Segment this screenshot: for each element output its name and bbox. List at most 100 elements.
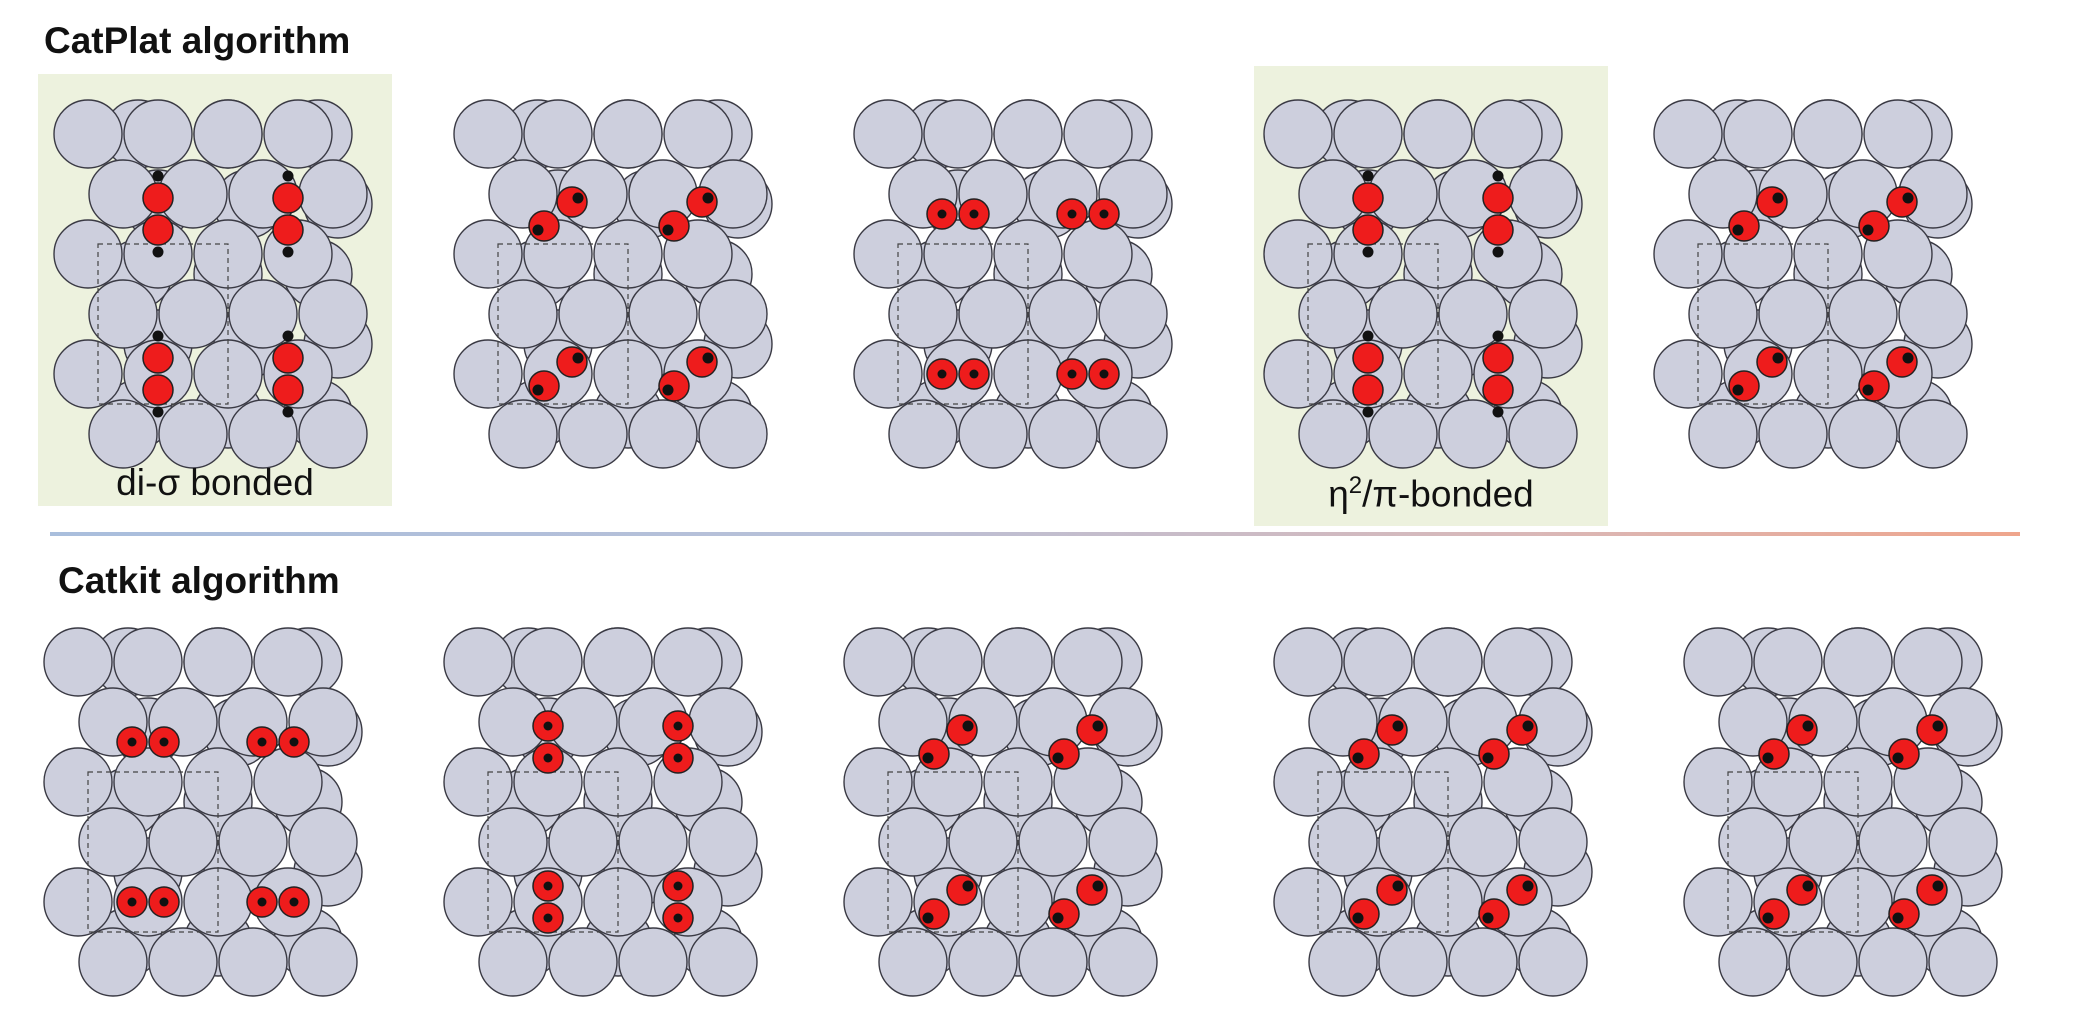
adsorbate-carbon-atom [1786,874,1818,906]
pi-bonded-label: /π-bonded [1362,473,1534,515]
adsorbate-carbon-atom [528,210,560,242]
hydrogen-dot [282,170,294,182]
unit-cell-outline [1317,771,1449,933]
slab-atom [88,399,158,469]
unit-cell-outline [897,243,1029,405]
slab-atom [228,399,298,469]
adsorbate-carbon-atom [272,214,304,246]
hydrogen-dot [289,897,299,907]
hydrogen-dot [1732,224,1744,236]
adsorbate-carbon-atom [1886,186,1918,218]
hydrogen-dot [1802,880,1814,892]
adsorbate-carbon-atom [1478,898,1510,930]
hydrogen-dot [1067,369,1077,379]
hydrogen-dot [1362,330,1374,342]
adsorbate-carbon-atom [1888,738,1920,770]
slab-atom [1723,99,1793,169]
slab-panel-catplat-1 [53,84,378,484]
hydrogen-dot [282,330,294,342]
slab-atom [1788,807,1858,877]
slab-atom [1343,627,1413,697]
slab-atom [548,807,618,877]
adsorbate-carbon-atom [1886,346,1918,378]
slab-atom [1308,807,1378,877]
adsorbate-carbon-atom [946,714,978,746]
slab-atom [1263,219,1333,289]
hydrogen-dot [1522,720,1534,732]
eta-superscript: 2 [1348,472,1363,499]
hydrogen-dot [1762,752,1774,764]
section-divider [50,532,2020,536]
adsorbate-carbon-atom [272,182,304,214]
catplat-section-title: CatPlat algorithm [44,20,351,61]
adsorbate-carbon-atom [686,346,718,378]
slab-atom [1273,627,1343,697]
slab-atom [1718,807,1788,877]
slab-atom [1508,399,1578,469]
hydrogen-dot [289,737,299,747]
slab-atom [1688,399,1758,469]
slab-atom [1368,279,1438,349]
slab-atom [453,339,523,409]
hydrogen-dot [1392,880,1404,892]
slab-atom [853,99,923,169]
hydrogen-dot [937,209,947,219]
hydrogen-dot [1052,752,1064,764]
slab-atom [1758,279,1828,349]
adsorbate-carbon-atom [556,346,588,378]
adsorbate-carbon-atom [528,370,560,402]
hydrogen-dot [962,720,974,732]
adsorbate-carbon-atom [142,342,174,374]
slab-atom [1028,399,1098,469]
slab-atom [1653,339,1723,409]
slab-atom [523,99,593,169]
slab-atom [253,747,323,817]
slab-atom [888,399,958,469]
hydrogen-dot [152,246,164,258]
hydrogen-dot [1492,406,1504,418]
hydrogen-dot [702,192,714,204]
slab-atom [688,687,758,757]
slab-atom [288,927,358,997]
slab-atom [1333,99,1403,169]
unit-cell-outline [497,243,629,405]
hydrogen-dot [1092,880,1104,892]
slab-atom [1683,747,1753,817]
slab-atom [1508,159,1578,229]
eta-symbol: η [1328,473,1349,515]
slab-atom [698,279,768,349]
hydrogen-dot [1772,192,1784,204]
slab-panel-catkit-5 [1683,612,2008,1012]
adsorbate-carbon-atom [1352,342,1384,374]
slab-atom [618,927,688,997]
hydrogen-dot [1902,192,1914,204]
hydrogen-dot [1862,384,1874,396]
adsorbate-carbon-atom [1482,342,1514,374]
adsorbate-carbon-atom [1482,374,1514,406]
slab-atom [1298,399,1368,469]
adsorbate-carbon-atom [272,342,304,374]
slab-atom [1653,99,1723,169]
slab-atom [1263,339,1333,409]
slab-atom [628,399,698,469]
slab-atom [123,99,193,169]
hydrogen-dot [1862,224,1874,236]
slab-atom [1088,807,1158,877]
adsorbate-carbon-atom [1348,738,1380,770]
slab-atom [1378,807,1448,877]
adsorbate-carbon-atom [556,186,588,218]
slab-atom [663,99,733,169]
slab-atom [993,99,1063,169]
slab-atom [1098,399,1168,469]
slab-atom [1483,627,1553,697]
unit-cell-outline [87,771,219,933]
adsorbate-carbon-atom [686,186,718,218]
slab-atom [218,927,288,997]
adsorbate-carbon-atom [658,370,690,402]
slab-panel-catplat-5 [1653,84,1978,484]
adsorbate-carbon-atom [1376,874,1408,906]
slab-atom [1018,927,1088,997]
adsorbate-carbon-atom [1048,738,1080,770]
slab-atom [843,867,913,937]
hydrogen-dot [159,737,169,747]
